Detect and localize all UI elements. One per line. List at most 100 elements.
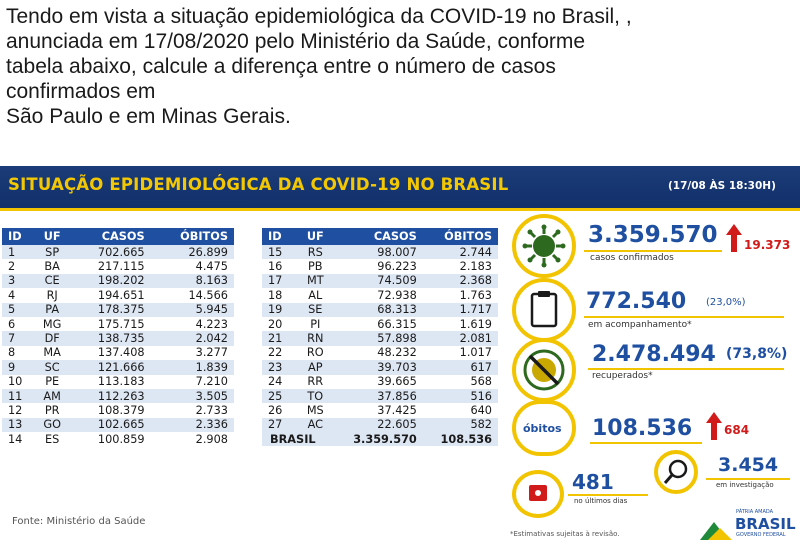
recovered-underline [588,368,784,370]
states-table-right: ID UF CASOS ÓBITOS 15 RS 98.007 2.744 16 PB 96… [262,228,498,447]
row-obitos: 617 [422,360,498,375]
total-label: BRASIL [262,432,333,447]
row-casos: 217.115 [68,259,151,274]
table-row: 26 MS 37.425 640 [262,403,498,418]
logo-tagline: PÁTRIA AMADA [736,509,774,515]
row-casos: 137.408 [68,345,151,361]
row-obitos: 2.042 [150,331,234,346]
row-casos: 178.375 [68,302,151,317]
row-uf: PR [35,403,69,418]
table-row: 20 PI 66.315 1.619 [262,316,498,332]
table-row: 23 AP 39.703 617 [262,360,498,375]
row-casos: 702.665 [68,245,151,260]
inconclusive-underline [568,494,648,496]
table-row: 6 MG 175.715 4.223 [2,316,234,332]
row-obitos: 5.945 [150,302,234,317]
header-uf: UF [298,228,333,245]
monitoring-circle [512,278,576,342]
row-id: 5 [2,302,36,317]
table-row: 18 AL 72.938 1.763 [262,288,498,303]
row-casos: 39.665 [332,374,423,389]
footnote-text: *Estimativas sujeitas à revisão. [510,530,620,538]
header-obitos: ÓBITOS [150,228,234,245]
logo-text: BRASIL [735,515,796,533]
row-obitos: 14.566 [150,288,234,303]
row-obitos: 2.081 [422,331,498,346]
deaths-circle [512,400,576,456]
row-id: 14 [2,432,36,447]
row-id: 7 [2,331,36,346]
row-uf: MT [298,273,333,289]
question-line-4: confirmados em [6,80,156,103]
row-obitos: 2.744 [422,245,498,260]
row-id: 21 [262,331,299,346]
recovered-pct: (73,8%) [726,346,788,362]
row-casos: 37.425 [332,403,423,418]
row-uf: TO [298,388,333,404]
arrow-up-icon [706,412,722,440]
source-text: Fonte: Ministério da Saúde [12,516,146,527]
monitoring-value: 772.540 [586,289,687,314]
monitoring-label: em acompanhamento* [588,320,692,330]
magnifier-icon [663,459,688,484]
row-obitos: 26.899 [150,245,234,260]
table-row: 19 SE 68.313 1.717 [262,302,498,317]
table-row: 14 ES 100.859 2.908 [2,432,234,447]
virus-crossed-icon [523,349,565,391]
header-casos: CASOS [332,228,423,245]
header-id: ID [262,228,299,245]
brasil-logo-icon [700,522,732,540]
row-id: 12 [2,403,36,418]
row-uf: AL [298,288,333,303]
row-uf: RS [298,245,333,260]
deaths-underline [590,442,702,444]
row-uf: PE [35,374,69,389]
row-obitos: 4.223 [150,316,234,332]
clipboard-icon [530,291,558,328]
question-line-3: tabela abaixo, calcule a diferença entre… [6,55,556,78]
table-row: 21 RN 57.898 2.081 [262,331,498,346]
table-total-row: BRASIL 3.359.570 108.536 [262,432,498,447]
arrow-up-icon [726,224,742,252]
table-row: 22 RO 48.232 1.017 [262,345,498,361]
banner-date: (17/08 ÀS 18:30H) [668,180,776,192]
states-table-left: ID UF CASOS ÓBITOS 1 SP 702.665 26.899 2 BA 21… [2,228,234,447]
row-id: 9 [2,360,36,375]
row-id: 2 [2,259,36,274]
row-obitos: 1.017 [422,345,498,361]
row-uf: DF [35,331,69,346]
confirmed-underline [584,250,722,252]
row-obitos: 582 [422,417,498,433]
banner-title: SITUAÇÃO EPIDEMIOLÓGICA DA COVID-19 NO B… [8,175,509,194]
row-casos: 66.315 [332,316,423,332]
table-row: 8 MA 137.408 3.277 [2,345,234,361]
confirmed-increase: 19.373 [744,238,791,252]
row-obitos: 1.839 [150,360,234,375]
row-casos: 57.898 [332,331,423,346]
row-uf: SP [35,245,69,260]
total-casos: 3.359.570 [332,432,423,447]
row-obitos: 2.336 [150,417,234,433]
row-uf: AC [298,417,333,433]
row-obitos: 2.908 [150,432,234,447]
row-obitos: 1.619 [422,316,498,332]
row-id: 8 [2,345,36,361]
row-id: 27 [262,417,299,433]
row-uf: PA [35,302,69,317]
row-id: 20 [262,316,299,332]
row-casos: 108.379 [68,403,151,418]
row-id: 17 [262,273,299,289]
table-row: 17 MT 74.509 2.368 [262,273,498,289]
row-id: 13 [2,417,36,433]
monitoring-pct: (23,0%) [706,297,746,308]
question-text: Tendo em vista a situação epidemiológica… [6,4,794,129]
row-casos: 72.938 [332,288,423,303]
row-id: 1 [2,245,36,260]
inconclusive-value: 481 [572,470,614,494]
header-id: ID [2,228,36,245]
table-header-row: ID UF CASOS ÓBITOS [2,228,234,245]
inconclusive-label: no últimos dias [574,497,628,505]
table-row: 2 BA 217.115 4.475 [2,259,234,274]
row-uf: BA [35,259,69,274]
deaths-value: 108.536 [592,416,693,441]
